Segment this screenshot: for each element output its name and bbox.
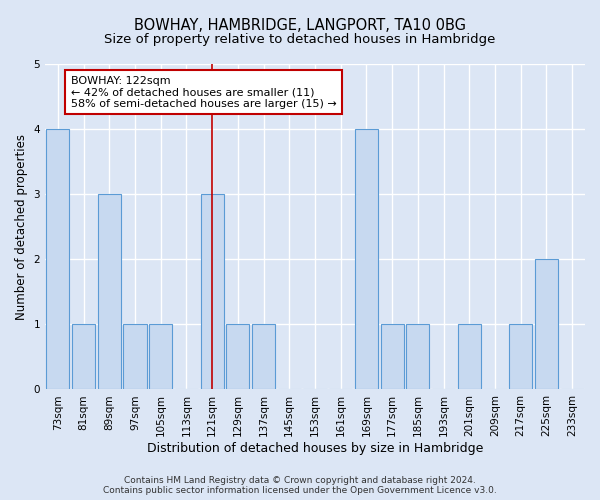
Bar [200,194,224,390]
Y-axis label: Number of detached properties: Number of detached properties [15,134,28,320]
Text: BOWHAY, HAMBRIDGE, LANGPORT, TA10 0BG: BOWHAY, HAMBRIDGE, LANGPORT, TA10 0BG [134,18,466,32]
Text: Contains HM Land Registry data © Crown copyright and database right 2024.
Contai: Contains HM Land Registry data © Crown c… [103,476,497,495]
Text: BOWHAY: 122sqm
← 42% of detached houses are smaller (11)
58% of semi-detached ho: BOWHAY: 122sqm ← 42% of detached houses … [71,76,337,109]
Bar [458,324,481,390]
Bar [72,324,95,390]
Bar [46,129,70,390]
Bar [98,194,121,390]
Text: Size of property relative to detached houses in Hambridge: Size of property relative to detached ho… [104,32,496,46]
X-axis label: Distribution of detached houses by size in Hambridge: Distribution of detached houses by size … [147,442,483,455]
Bar [406,324,430,390]
Bar [149,324,172,390]
Bar [380,324,404,390]
Bar [124,324,146,390]
Bar [355,129,378,390]
Bar [252,324,275,390]
Bar [509,324,532,390]
Bar [535,260,558,390]
Bar [226,324,250,390]
